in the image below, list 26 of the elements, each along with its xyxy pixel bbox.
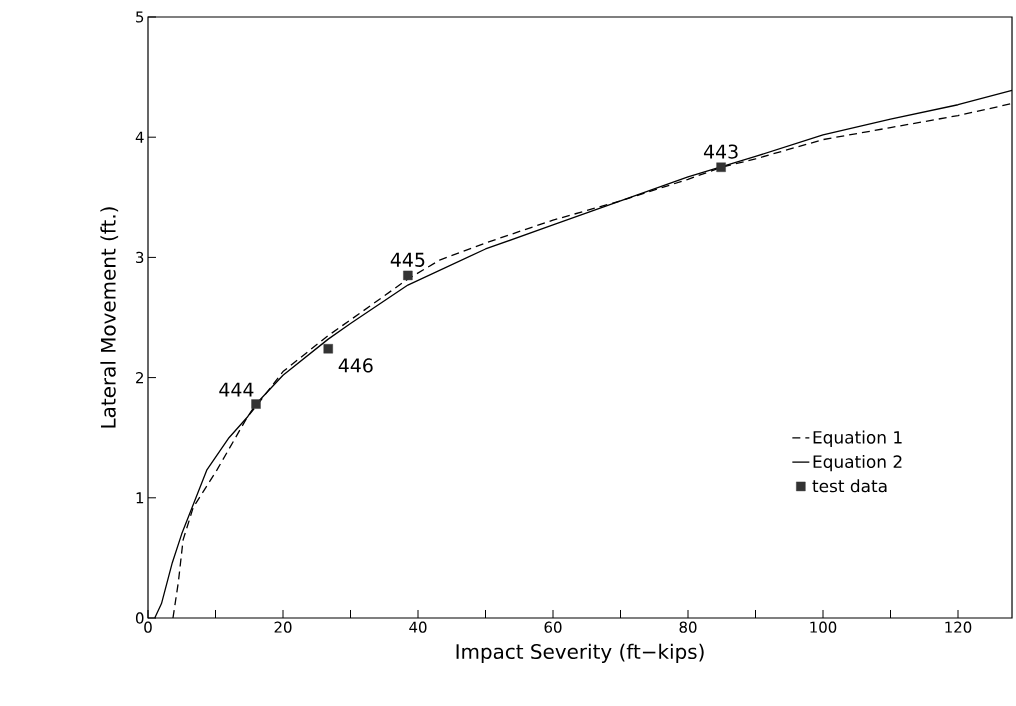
y-axis-title: Lateral Movement (ft.): [100, 207, 119, 428]
y-tick-label: 3: [136, 251, 144, 264]
legend-label: Equation 2: [813, 454, 902, 472]
annotation: 443: [703, 144, 738, 159]
y-tick-label: 2: [136, 372, 143, 384]
x-tick-label: 100: [810, 621, 837, 633]
x-tick-label: 60: [544, 621, 562, 633]
point: [716, 162, 726, 172]
annotation: 444: [219, 382, 254, 397]
y-tick-label: 1: [136, 492, 144, 504]
legend-label: Equation 1: [813, 430, 902, 447]
point: [323, 344, 333, 354]
y-tick-label: 4: [135, 131, 144, 143]
y-tick-label: 0: [135, 612, 144, 624]
annotation: 446: [338, 358, 373, 373]
x-tick-label: 0: [144, 621, 152, 633]
x-tick-label: 120: [945, 621, 972, 633]
x-tick-label: 40: [409, 621, 427, 633]
annotation: 445: [390, 252, 425, 267]
x-axis-title: Impact Severity (ft−kips): [456, 643, 704, 663]
x-tick-label: 80: [679, 621, 697, 633]
point: [403, 270, 413, 281]
legend-label: test data: [812, 479, 887, 493]
y-tick-label: 5: [136, 11, 144, 23]
point: [251, 399, 261, 409]
x-tick-label: 20: [274, 621, 292, 633]
